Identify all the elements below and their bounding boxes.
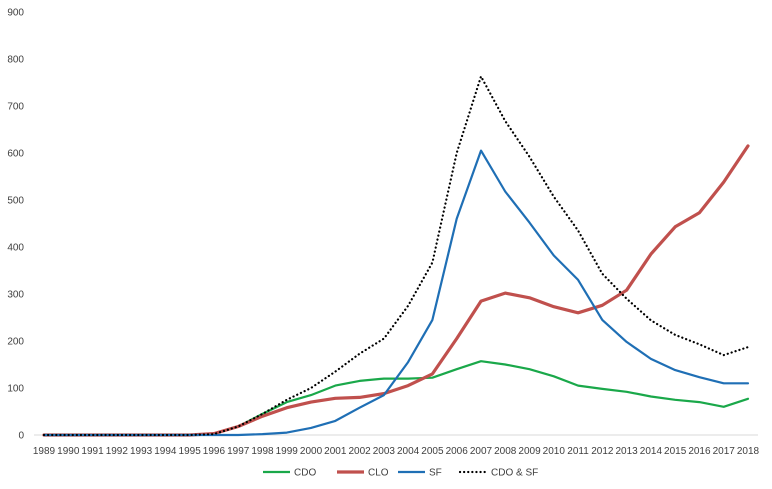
x-tick-label: 2006 (446, 446, 469, 457)
x-tick-label: 2015 (664, 446, 687, 457)
y-tick-label: 400 (7, 243, 24, 254)
x-tick-label: 1997 (227, 446, 250, 457)
legend: CDO CLO SF CDO & SF (263, 468, 538, 479)
x-tick-label: 2012 (591, 446, 614, 457)
x-tick-label: 2005 (421, 446, 444, 457)
x-tick-label: 2011 (567, 446, 589, 457)
series-line-cdo (42, 360, 750, 437)
series-lines (42, 75, 750, 437)
series-line-cdo-sf (42, 75, 750, 437)
x-tick-label: 1999 (276, 446, 299, 457)
series-line-clo (42, 144, 750, 437)
y-tick-label: 500 (7, 196, 24, 207)
x-tick-label: 2000 (300, 446, 323, 457)
x-tick-label: 1991 (81, 446, 104, 457)
x-tick-label: 2003 (373, 446, 396, 457)
y-tick-label: 200 (7, 337, 24, 348)
x-tick-label: 2016 (688, 446, 711, 457)
x-tick-label: 2014 (640, 446, 663, 457)
x-tick-label: 2009 (518, 446, 541, 457)
x-tick-label: 1990 (57, 446, 80, 457)
x-tick-label: 2007 (470, 446, 493, 457)
y-tick-label: 600 (7, 149, 24, 160)
y-tick-label: 900 (7, 8, 24, 19)
y-tick-label: 0 (18, 431, 24, 442)
x-tick-label: 2013 (615, 446, 638, 457)
y-tick-label: 700 (7, 102, 24, 113)
x-tick-label: 2018 (737, 446, 760, 457)
x-tick-label: 2010 (543, 446, 566, 457)
x-tick-label: 2002 (348, 446, 371, 457)
y-tick-label: 300 (7, 290, 24, 301)
y-tick-label: 100 (7, 384, 24, 395)
x-tick-label: 1996 (203, 446, 226, 457)
x-tick-label: 1994 (154, 446, 177, 457)
legend-label: CLO (368, 468, 389, 479)
x-tick-label: 1998 (251, 446, 274, 457)
x-tick-label: 1989 (33, 446, 56, 457)
x-tick-label: 2004 (397, 446, 420, 457)
x-tick-label: 1993 (130, 446, 153, 457)
legend-label: CDO (294, 468, 316, 479)
axes: 0 100 200 300 400 500 600 700 800 900 1989 1990 1991… (7, 8, 759, 458)
legend-label: SF (429, 468, 442, 479)
legend-label: CDO & SF (491, 468, 538, 479)
x-tick-label: 2008 (494, 446, 517, 457)
x-tick-label: 1992 (106, 446, 129, 457)
x-tick-label: 1995 (179, 446, 202, 457)
y-tick-label: 800 (7, 55, 24, 66)
x-tick-label: 2001 (324, 446, 347, 457)
series-line-sf (42, 149, 750, 437)
x-tick-label: 2017 (713, 446, 736, 457)
